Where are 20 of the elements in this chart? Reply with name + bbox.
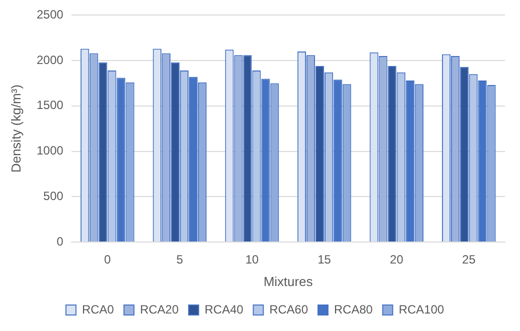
y-tick-label: 0 xyxy=(56,234,64,248)
y-tick-label: 2500 xyxy=(36,8,64,22)
y-axis-title: Density (kg/m³) xyxy=(8,84,24,173)
y-tick-label: 1000 xyxy=(36,144,64,158)
x-axis-title: Mixtures xyxy=(264,274,314,289)
legend-label: RCA40 xyxy=(204,302,244,316)
legend-label: RCA60 xyxy=(269,302,308,316)
legend-label: RCA20 xyxy=(140,302,179,316)
legend-label: RCA0 xyxy=(82,302,114,316)
y-tick-label: 2000 xyxy=(36,52,64,67)
legend-label: RCA80 xyxy=(334,302,374,316)
x-tick-label: 20 xyxy=(390,252,404,267)
x-tick-label: 15 xyxy=(318,252,332,267)
legend-label: RCA100 xyxy=(398,302,444,316)
y-tick-label: 500 xyxy=(43,188,64,203)
y-tick-label: 1500 xyxy=(36,98,64,112)
x-tick-label: 5 xyxy=(176,252,184,267)
x-tick-label: 25 xyxy=(462,252,476,267)
x-tick-label: 10 xyxy=(245,252,259,267)
x-tick-label: 0 xyxy=(104,252,112,267)
